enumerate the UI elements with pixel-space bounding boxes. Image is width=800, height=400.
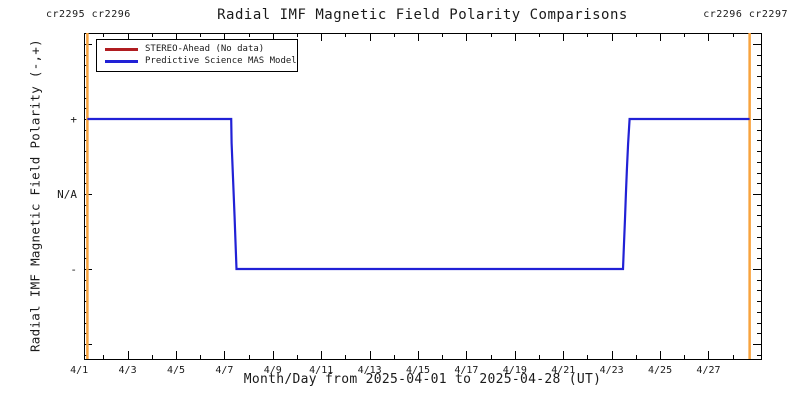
x-tick-label: 4/25: [648, 365, 672, 376]
series-line-predictive-science-mas-model: [87, 117, 750, 271]
x-tick-label: 4/11: [309, 365, 333, 376]
y-tick-label: -: [70, 263, 77, 276]
y-tick-label: N/A: [57, 188, 77, 201]
y-tick-label: +: [70, 113, 77, 126]
x-axis-title: Month/Day from 2025-04-01 to 2025-04-28 …: [243, 372, 602, 387]
legend-item-label: STEREO-Ahead (No data): [145, 44, 265, 54]
y-axis-title: Radial IMF Magnetic Field Polarity (-,+): [27, 38, 43, 353]
legend-line-sample: [105, 59, 138, 63]
x-tick-label: 4/7: [215, 365, 233, 376]
legend: STEREO-Ahead (No data) Predictive Science…: [96, 39, 298, 72]
legend-item-label: Predictive Science MAS Model: [145, 56, 297, 66]
axis-box: [84, 33, 762, 360]
x-tick-label: 4/1: [70, 365, 88, 376]
legend-line-sample: [105, 47, 138, 51]
carrington-label-right: cr2296 cr2297: [703, 9, 788, 20]
x-tick-label: 4/17: [454, 365, 478, 376]
x-tick-label: 4/19: [503, 365, 527, 376]
x-tick-label: 4/21: [551, 365, 575, 376]
x-tick-label: 4/9: [264, 365, 282, 376]
chart-title: Radial IMF Magnetic Field Polarity Compa…: [217, 7, 628, 23]
x-tick-label: 4/27: [696, 365, 720, 376]
x-tick-label: 4/3: [119, 365, 137, 376]
x-tick-label: 4/23: [600, 365, 624, 376]
x-tick-label: 4/15: [406, 365, 430, 376]
carrington-label-left: cr2295 cr2296: [46, 9, 131, 20]
legend-item: Predictive Science MAS Model: [105, 55, 297, 67]
legend-item: STEREO-Ahead (No data): [105, 43, 293, 55]
x-tick-label: 4/13: [358, 365, 382, 376]
x-tick-label: 4/5: [167, 365, 185, 376]
